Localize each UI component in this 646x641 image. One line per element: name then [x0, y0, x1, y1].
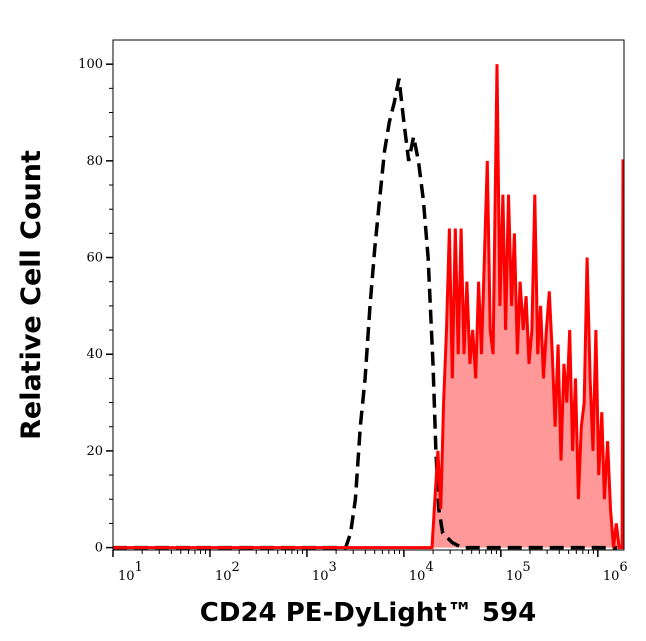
x-tick-label: 104	[409, 560, 434, 584]
y-tick-label: 20	[86, 444, 103, 459]
x-tick-exponent: 1	[135, 560, 143, 575]
x-tick-exponent: 3	[328, 560, 336, 575]
x-tick-exponent: 2	[232, 560, 240, 575]
y-tick-label: 80	[86, 154, 103, 169]
x-tick-label: 105	[506, 560, 531, 584]
x-tick-base: 10	[603, 569, 620, 584]
y-tick-label: 100	[78, 57, 103, 72]
x-tick-exponent: 4	[425, 560, 433, 575]
x-tick-label: 101	[118, 560, 143, 584]
y-tick-label: 0	[95, 541, 103, 556]
x-tick-exponent: 6	[619, 560, 627, 575]
y-tick-label: 60	[86, 251, 103, 266]
x-tick-base: 10	[215, 569, 232, 584]
plot-area	[113, 64, 625, 550]
series-1-line	[113, 64, 625, 550]
y-tick-label: 40	[86, 347, 103, 362]
x-tick-base: 10	[409, 569, 426, 584]
y-axis-title: Relative Cell Count	[16, 150, 47, 440]
x-tick-label: 102	[215, 560, 240, 584]
x-tick-base: 10	[312, 569, 329, 584]
x-tick-label: 103	[312, 560, 337, 584]
series-0-line	[113, 78, 618, 550]
plot-frame	[112, 39, 625, 551]
x-tick-label: 106	[603, 560, 628, 584]
x-tick-base: 10	[506, 569, 523, 584]
x-tick-exponent: 5	[522, 560, 530, 575]
x-tick-base: 10	[118, 569, 135, 584]
x-axis-title: CD24 PE-DyLight™ 594	[200, 598, 536, 628]
